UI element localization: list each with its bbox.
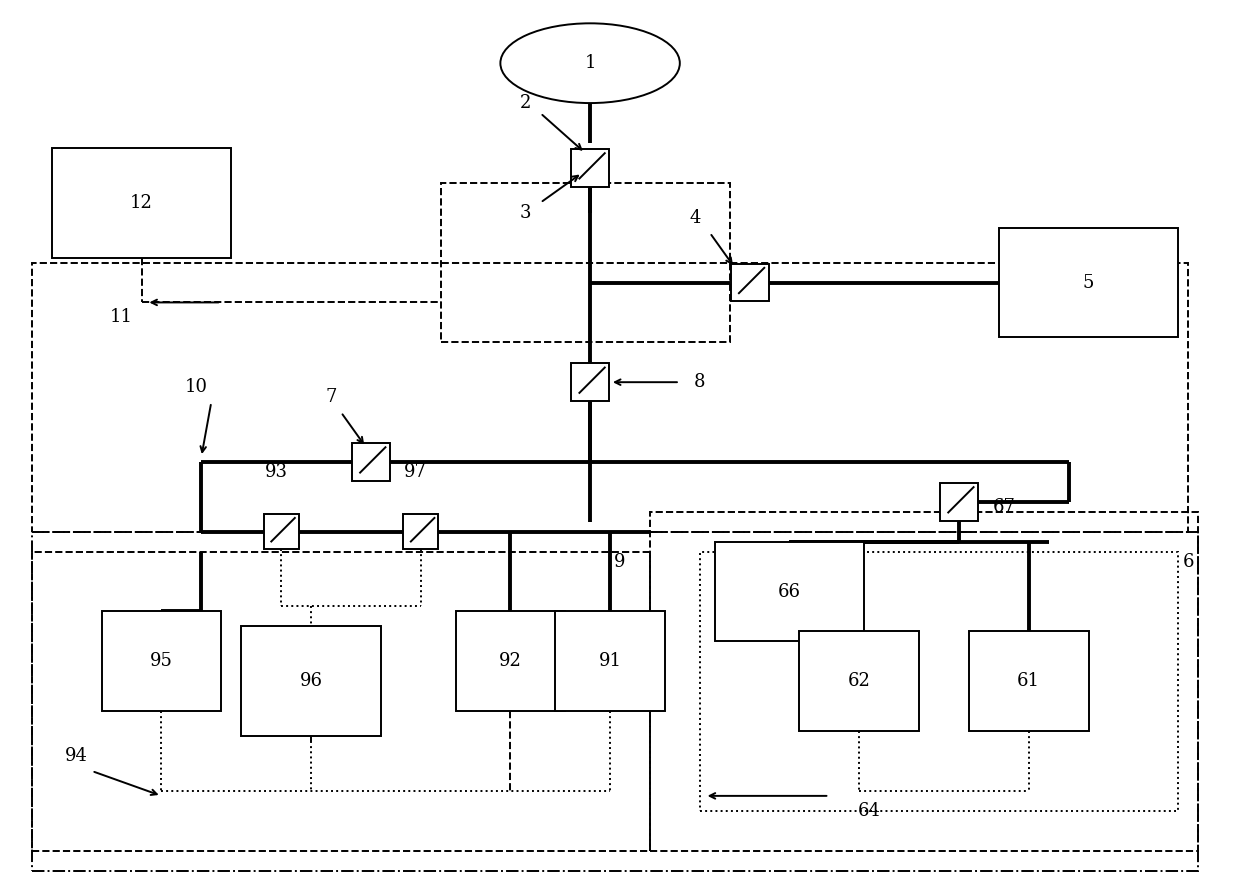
FancyBboxPatch shape <box>940 482 978 520</box>
FancyBboxPatch shape <box>52 148 231 258</box>
Text: 7: 7 <box>325 388 336 406</box>
Text: 94: 94 <box>66 747 88 765</box>
Text: 4: 4 <box>689 209 701 227</box>
Text: 3: 3 <box>520 204 531 221</box>
FancyBboxPatch shape <box>800 632 919 731</box>
FancyBboxPatch shape <box>556 611 665 711</box>
Ellipse shape <box>501 23 680 103</box>
FancyBboxPatch shape <box>572 149 609 187</box>
FancyBboxPatch shape <box>352 443 389 481</box>
FancyBboxPatch shape <box>242 626 381 736</box>
Text: 12: 12 <box>130 194 153 212</box>
Text: 93: 93 <box>264 463 288 481</box>
Text: 5: 5 <box>1083 273 1094 291</box>
Text: 11: 11 <box>110 309 133 326</box>
Text: 97: 97 <box>404 463 427 481</box>
FancyBboxPatch shape <box>714 542 864 641</box>
Text: 91: 91 <box>599 653 621 670</box>
FancyBboxPatch shape <box>730 264 769 302</box>
Text: 66: 66 <box>777 582 801 601</box>
FancyBboxPatch shape <box>455 611 565 711</box>
Text: 96: 96 <box>300 672 322 691</box>
FancyBboxPatch shape <box>264 514 299 549</box>
Text: 2: 2 <box>520 94 531 112</box>
Text: 9: 9 <box>614 553 626 571</box>
Text: 6: 6 <box>1183 553 1194 571</box>
FancyBboxPatch shape <box>998 228 1178 337</box>
FancyBboxPatch shape <box>968 632 1089 731</box>
Text: 61: 61 <box>1017 672 1040 691</box>
Text: 8: 8 <box>694 373 706 392</box>
FancyBboxPatch shape <box>403 514 438 549</box>
FancyBboxPatch shape <box>572 363 609 401</box>
Text: 95: 95 <box>150 653 172 670</box>
Text: 64: 64 <box>858 802 880 820</box>
FancyBboxPatch shape <box>102 611 221 711</box>
Text: 10: 10 <box>185 378 208 396</box>
Text: 92: 92 <box>498 653 522 670</box>
Text: 1: 1 <box>584 54 596 72</box>
Text: 67: 67 <box>992 497 1016 516</box>
Text: 62: 62 <box>848 672 870 691</box>
